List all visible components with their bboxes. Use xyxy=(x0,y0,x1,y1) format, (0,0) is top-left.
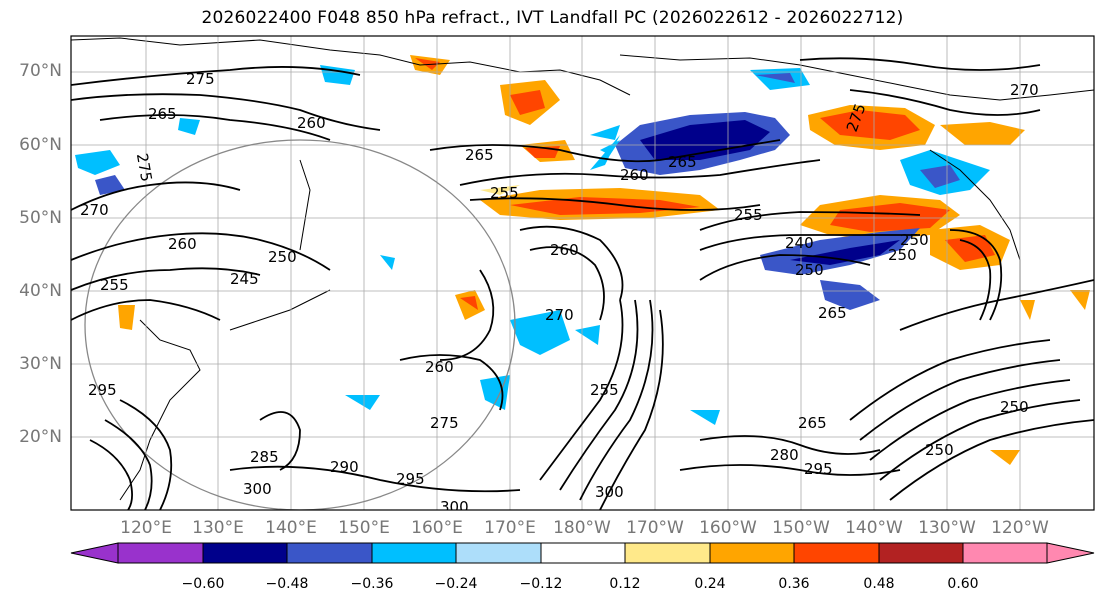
contour-label: 270 xyxy=(1010,81,1039,99)
colorbar-tick-label: −0.36 xyxy=(350,576,394,592)
contour-label: 275 xyxy=(133,152,156,183)
lon-label: 120°E xyxy=(120,518,172,538)
colorbar-segment xyxy=(202,542,288,564)
lon-label: 150°E xyxy=(338,518,390,538)
contour-label: 275 xyxy=(186,70,215,88)
colorbar-tick-label: 0.24 xyxy=(694,576,726,592)
shaded-anomaly-fields xyxy=(75,55,1090,465)
colorbar-segment xyxy=(371,542,457,564)
contour-label: 250 xyxy=(795,261,824,279)
contour-label: 275 xyxy=(430,414,459,432)
lon-label: 170°W xyxy=(626,518,684,538)
colorbar-tick-label: 0.60 xyxy=(947,576,979,592)
contour-label: 255 xyxy=(490,184,519,202)
contour-label: 260 xyxy=(550,241,579,259)
contour-label: 280 xyxy=(770,446,799,464)
contour-label: 250 xyxy=(925,441,954,459)
contour-label: 300 xyxy=(440,498,469,516)
lon-label: 140°E xyxy=(265,518,317,538)
contour-label: 250 xyxy=(888,246,917,264)
contour-label: 260 xyxy=(297,114,326,132)
colorbar-segment xyxy=(117,542,204,564)
contour-label: 300 xyxy=(243,480,272,498)
colorbar-segment xyxy=(962,542,1048,564)
colorbar xyxy=(70,542,1095,564)
colorbar-tick-label: −0.12 xyxy=(519,576,563,592)
contour-label: 265 xyxy=(798,414,827,432)
lon-label: 180°W xyxy=(553,518,611,538)
plot-area xyxy=(71,36,1094,510)
contour-label: 285 xyxy=(250,448,279,466)
colorbar-segment xyxy=(709,542,795,564)
lat-label: 30°N xyxy=(19,354,62,374)
region-outline xyxy=(84,139,516,510)
colorbar-tick-label: 0.48 xyxy=(863,576,895,592)
colorbar-segment xyxy=(70,542,119,564)
colorbar-segment xyxy=(455,542,542,564)
lon-label: 170°E xyxy=(484,518,536,538)
contour-label: 260 xyxy=(425,358,454,376)
contour-label: 300 xyxy=(595,483,624,501)
contour-label: 295 xyxy=(396,470,425,488)
contour-label: 260 xyxy=(620,166,649,184)
colorbar-segment xyxy=(540,542,626,564)
contour-label: 270 xyxy=(80,201,109,219)
lat-label: 60°N xyxy=(19,135,62,155)
colorbar-tick-label: 0.36 xyxy=(778,576,810,592)
contour-label: 295 xyxy=(88,381,117,399)
lon-label: 120°W xyxy=(991,518,1049,538)
contour-lines xyxy=(71,57,1094,510)
colorbar-segment xyxy=(624,542,711,564)
gridlines xyxy=(71,36,1094,510)
lat-label: 50°N xyxy=(19,208,62,228)
contour-label: 255 xyxy=(734,206,763,224)
colorbar-segment xyxy=(878,542,964,564)
lon-label: 130°E xyxy=(192,518,244,538)
contour-label: 255 xyxy=(590,381,619,399)
contour-label: 265 xyxy=(465,146,494,164)
contour-label: 265 xyxy=(818,304,847,322)
map-title: 2026022400 F048 850 hPa refract., IVT La… xyxy=(201,8,904,28)
lat-label: 20°N xyxy=(19,427,62,447)
contour-label: 290 xyxy=(330,458,359,476)
colorbar-segment xyxy=(793,542,880,564)
contour-label: 245 xyxy=(230,270,259,288)
contour-label: 250 xyxy=(1000,398,1029,416)
colorbar-tick-label: 0.12 xyxy=(609,576,641,592)
colorbar-segment xyxy=(1046,542,1095,564)
contour-label: 250 xyxy=(900,231,929,249)
lat-label: 70°N xyxy=(19,61,62,81)
lat-label: 40°N xyxy=(19,281,62,301)
lon-label: 140°W xyxy=(845,518,903,538)
contour-label: 260 xyxy=(168,235,197,253)
contour-label: 240 xyxy=(785,234,814,252)
contour-label: 250 xyxy=(268,248,297,266)
contour-label: 265 xyxy=(668,153,697,171)
colorbar-tick-label: −0.24 xyxy=(434,576,478,592)
contour-label: 255 xyxy=(100,276,129,294)
lon-label: 160°E xyxy=(411,518,463,538)
contour-label: 270 xyxy=(545,306,574,324)
lon-label: 150°W xyxy=(772,518,830,538)
contour-value-labels: 265 260 275 275 265 255 260 265 255 260 … xyxy=(80,70,1039,516)
lon-label: 160°W xyxy=(699,518,757,538)
colorbar-tick-label: −0.60 xyxy=(181,576,225,592)
contour-label: 295 xyxy=(804,460,833,478)
contour-label: 265 xyxy=(148,105,177,123)
lon-label: 130°W xyxy=(918,518,976,538)
colorbar-tick-label: −0.48 xyxy=(265,576,309,592)
colorbar-segment xyxy=(286,542,373,564)
plot-border xyxy=(70,35,1095,511)
